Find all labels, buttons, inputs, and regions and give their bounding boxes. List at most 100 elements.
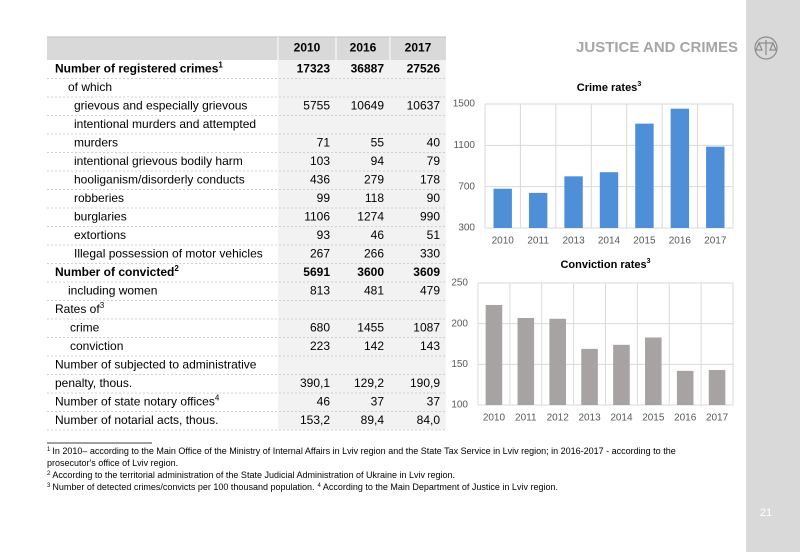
cell: 99 — [317, 191, 331, 205]
bar — [581, 348, 598, 405]
cell: 93 — [317, 228, 331, 242]
bar — [485, 304, 503, 405]
row-label-text: Number of registered crimes — [55, 61, 219, 75]
cell: 223 — [310, 339, 330, 353]
cell: 1274 — [357, 209, 384, 223]
row-label: Rates of3 — [55, 300, 105, 316]
x-tick-label: 2016 — [669, 236, 692, 247]
value-band — [278, 60, 446, 430]
cell: 84,0 — [417, 413, 441, 427]
row-label: Illegal possession of motor vehicles — [74, 246, 263, 260]
bar — [670, 108, 690, 228]
row-label-text: Number of subjected to administrative — [55, 357, 257, 371]
bar — [676, 370, 694, 405]
x-tick-label: 2015 — [633, 236, 656, 247]
superscript: 3 — [100, 300, 105, 309]
cell: 10637 — [407, 98, 441, 112]
row-label-text: Rates of — [55, 302, 100, 316]
cell: 17323 — [297, 61, 331, 75]
cell: 10649 — [351, 98, 385, 112]
row-label-text: conviction — [70, 339, 123, 353]
row-label: Number of convicted2 — [55, 263, 179, 279]
cell: 142 — [364, 339, 384, 353]
bar — [564, 176, 583, 228]
row-label: hooliganism/disorderly conducts — [74, 172, 245, 186]
cell: 178 — [420, 172, 440, 186]
footnote: 3 Number of detected crimes/convicts per … — [47, 482, 558, 492]
row-label-text: extortions — [74, 228, 126, 242]
row-label: including women — [68, 283, 157, 297]
superscript: 1 — [218, 60, 223, 69]
cell: 103 — [310, 154, 330, 168]
superscript: 4 — [215, 393, 220, 402]
row-label-text: including women — [68, 283, 157, 297]
chart-title: Conviction rates3 — [560, 258, 650, 271]
footnote-text: According to the Main Department of Just… — [323, 482, 558, 492]
row-label-text: Number of convicted — [55, 265, 174, 279]
row-label: intentional grievous bodily harm — [74, 154, 243, 168]
cell: 37 — [427, 394, 441, 408]
superscript: 3 — [637, 81, 641, 88]
cell: 1087 — [413, 320, 440, 334]
x-tick-label: 2011 — [515, 413, 537, 424]
footnote: prosecutor's office of Lviv region. — [47, 458, 178, 468]
column-header: 2010 — [294, 41, 321, 55]
emblem — [754, 36, 778, 60]
chart-title-text: Crime rates — [577, 82, 638, 94]
cell: 90 — [427, 191, 441, 205]
x-tick-label: 2014 — [598, 236, 621, 247]
superscript: 3 — [647, 258, 651, 265]
cell: 55 — [371, 135, 385, 149]
row-label-text: intentional grievous bodily harm — [74, 154, 243, 168]
row-label: crime — [70, 320, 100, 334]
y-tick-label: 1100 — [453, 140, 475, 151]
cell: 3600 — [357, 265, 384, 279]
cell: 40 — [427, 135, 441, 149]
bar — [517, 317, 535, 405]
cell: 5755 — [303, 98, 330, 112]
footnote: 1 In 2010– according to the Main Office o… — [47, 446, 676, 456]
bar — [493, 188, 512, 228]
cell: 36887 — [351, 61, 385, 75]
cell: 680 — [310, 320, 330, 334]
bar — [635, 123, 654, 228]
row-label-text: Number of state notary offices — [55, 394, 215, 408]
footnote-text: According to the territorial administrat… — [52, 470, 455, 480]
cell: 79 — [427, 154, 441, 168]
row-label: Number of notarial acts, thous. — [55, 413, 218, 427]
cell: 143 — [420, 339, 440, 353]
x-tick-label: 2012 — [547, 413, 570, 424]
footnote-mark: 4 — [318, 483, 322, 489]
cell: 94 — [371, 154, 385, 168]
y-tick-label: 200 — [451, 318, 468, 329]
section-title: JUSTICE AND CRIMES — [576, 39, 738, 56]
x-tick-label: 2010 — [483, 413, 506, 424]
row-label-text: Number of notarial acts, thous. — [55, 413, 218, 427]
x-tick-label: 2014 — [610, 413, 633, 424]
x-tick-label: 2013 — [578, 413, 601, 424]
y-tick-label: 150 — [451, 359, 468, 370]
row-label: of which — [68, 80, 112, 94]
cell: 279 — [364, 172, 384, 186]
cell: 479 — [420, 283, 440, 297]
y-tick-label: 250 — [451, 278, 468, 289]
header-band — [47, 37, 446, 60]
row-label-text: penalty, thous. — [55, 376, 132, 390]
side-band — [746, 0, 800, 552]
cell: 46 — [371, 228, 385, 242]
x-tick-label: 2017 — [706, 413, 729, 424]
footnote-mark: 3 — [47, 483, 51, 489]
page-number: 21 — [760, 507, 772, 519]
y-tick-label: 1500 — [453, 99, 476, 110]
cell: 89,4 — [361, 413, 385, 427]
row-label-text: murders — [74, 135, 118, 149]
footnote-mark: 2 — [47, 471, 51, 477]
cell: 27526 — [407, 61, 441, 75]
cell: 51 — [427, 228, 441, 242]
row-label: burglaries — [74, 209, 127, 223]
cell: 118 — [365, 191, 384, 205]
cell: 153,2 — [300, 413, 330, 427]
cell: 1106 — [304, 209, 330, 223]
row-label: grievous and especially grievous — [74, 98, 247, 112]
bar — [528, 192, 548, 228]
